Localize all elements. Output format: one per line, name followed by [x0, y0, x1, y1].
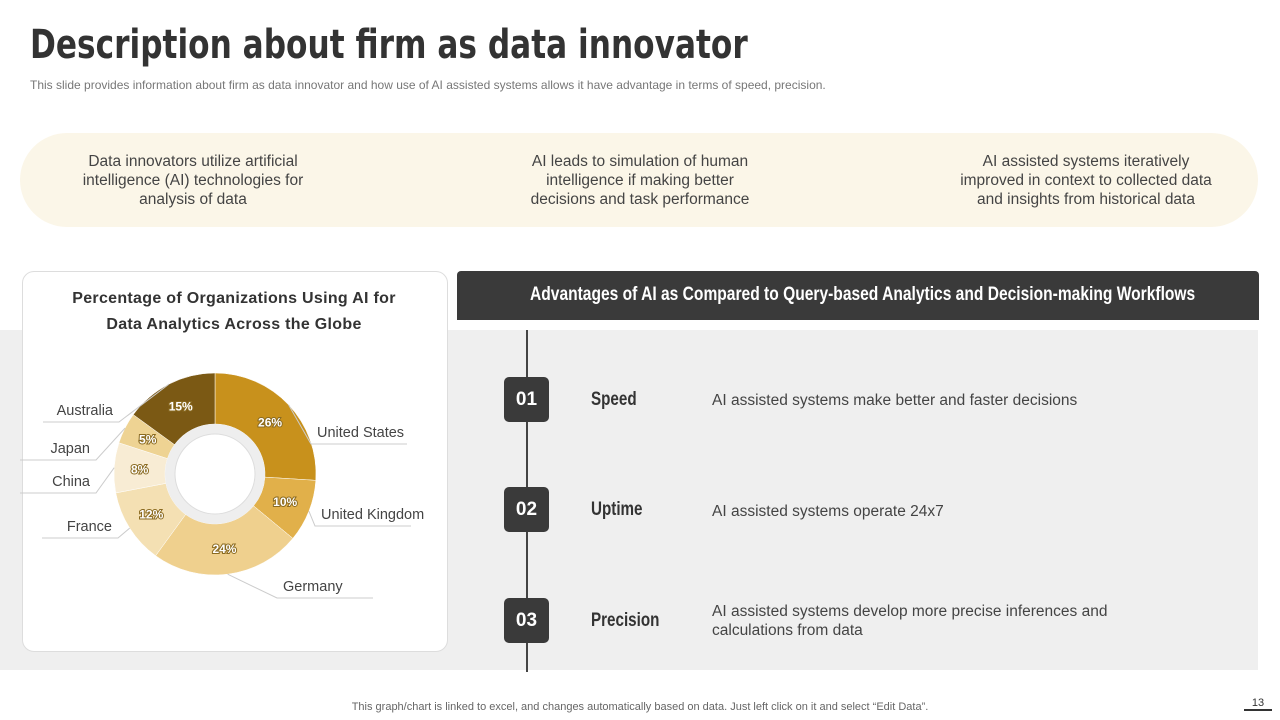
category-label: United Kingdom	[321, 507, 424, 523]
page-number: 13	[1244, 697, 1272, 711]
value-label: 26%	[258, 415, 282, 429]
item-description: AI assisted systems make better and fast…	[712, 392, 1078, 409]
advantages-title: Advantages of AI as Compared to Query-ba…	[457, 284, 1259, 306]
category-label: Japan	[50, 441, 90, 457]
category-label: United States	[317, 425, 404, 441]
advantages-header	[457, 271, 1259, 320]
category-label: France	[67, 519, 112, 535]
leader-line	[42, 527, 131, 539]
item-number: 03	[504, 598, 549, 643]
leader-line	[308, 510, 411, 527]
leader-line	[288, 404, 407, 445]
value-label: 15%	[169, 400, 193, 414]
leader-line	[43, 383, 170, 423]
item-name: Precision	[591, 610, 660, 631]
highlight-band	[20, 133, 1258, 227]
value-label: 24%	[212, 542, 236, 556]
title: Description about firm as data innovator	[30, 22, 748, 68]
advantages-title-text: Advantages of AI as Compared to Query-ba…	[530, 284, 1196, 305]
category-label: China	[52, 474, 91, 490]
value-label: 8%	[131, 462, 149, 476]
item-name: Speed	[591, 389, 637, 410]
highlight: AI assisted systems iteratively improved…	[960, 153, 1212, 208]
donut-hole-inner	[174, 433, 256, 515]
subtitle: This slide provides information about fi…	[30, 78, 826, 92]
category-label: Germany	[283, 579, 343, 595]
item-name: Uptime	[591, 499, 643, 520]
highlight: Data innovators utilize artificial intel…	[82, 153, 304, 208]
value-label: 12%	[139, 507, 163, 521]
value-label: 5%	[139, 433, 157, 447]
category-label: Australia	[57, 403, 114, 419]
value-label: 10%	[273, 495, 297, 509]
item-description: AI assisted systems operate 24x7	[712, 503, 944, 520]
leader-line	[20, 467, 115, 494]
chart-title: Percentage of Organizations Using AI for…	[72, 290, 396, 333]
leader-line	[20, 427, 126, 461]
item-number: 02	[504, 487, 549, 532]
highlight: AI leads to simulation of human intellig…	[530, 153, 750, 208]
item-description: AI assisted systems develop more precise…	[712, 603, 1108, 639]
item-number: 01	[504, 377, 549, 422]
leader-line	[227, 573, 373, 599]
footer-note: This graph/chart is linked to excel, and…	[351, 701, 929, 713]
